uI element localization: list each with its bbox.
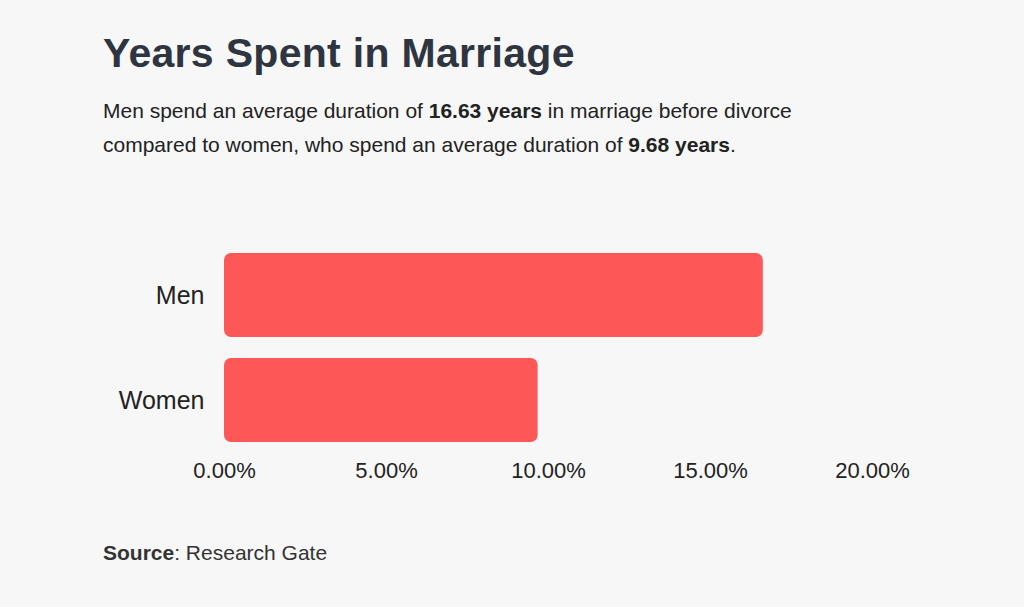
svg-text:10.00%: 10.00%: [511, 458, 586, 483]
svg-text:5.00%: 5.00%: [355, 458, 417, 483]
svg-text:Men: Men: [156, 281, 205, 309]
html-text:Years Spent in Marriage: Years Spent in Marriage: [103, 30, 575, 76]
svg-text:0.00%: 0.00%: [193, 458, 255, 483]
svg-text:Women: Women: [119, 386, 205, 414]
svg-text:20.00%: 20.00%: [835, 458, 910, 483]
html-text:Men spend an average duration: Men spend an average duration of 16.63 y…: [103, 99, 792, 156]
html-text:Source: Research Gate: Source: Research Gate: [103, 541, 328, 564]
svg-text:15.00%: 15.00%: [673, 458, 748, 483]
